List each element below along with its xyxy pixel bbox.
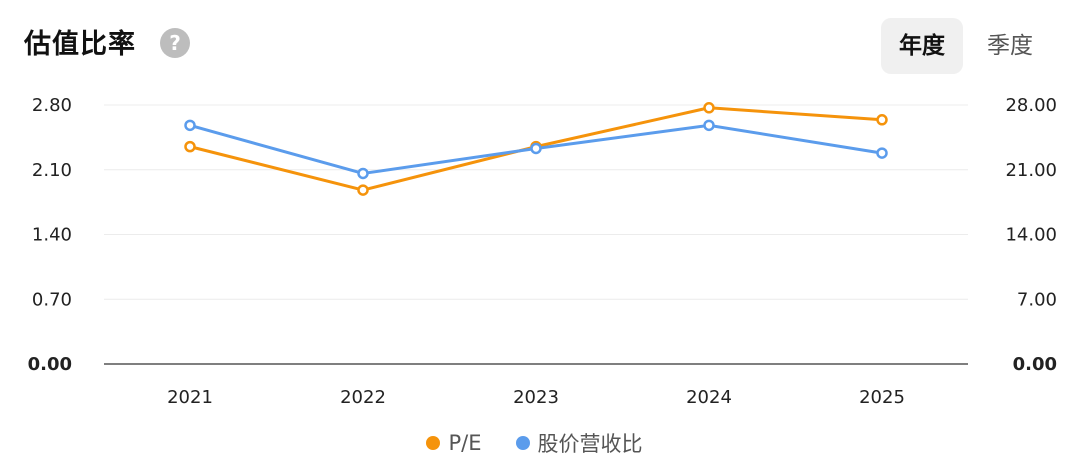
data-point-ps[interactable] xyxy=(876,147,888,159)
y-right-tick-label: 21.00 xyxy=(1005,160,1057,181)
data-point-pe[interactable] xyxy=(184,140,196,153)
y-left-tick-label: 1.40 xyxy=(32,225,72,246)
x-tick-label: 2024 xyxy=(686,387,732,408)
y-right-tick-label: 0.00 xyxy=(1013,354,1057,375)
x-tick-label: 2025 xyxy=(859,387,905,408)
legend-dot-pe xyxy=(426,436,441,450)
y-left-tick-label: 0.70 xyxy=(32,289,72,310)
data-point-ps[interactable] xyxy=(530,142,542,155)
help-question-icon[interactable]: ? xyxy=(160,28,190,58)
legend-label-ps: 股价营收比 xyxy=(537,432,643,456)
chart-title: 估值比率 xyxy=(24,29,136,60)
y-right-tick-label: 7.00 xyxy=(1017,289,1057,310)
data-point-pe[interactable] xyxy=(703,102,715,114)
valuation-line-chart: 0.00 0.70 1.40 2.10 2.80 0.00 7.00 14.00 21.00 2… xyxy=(28,95,1057,408)
y-right-tick-label: 28.00 xyxy=(1005,95,1057,116)
y-left-tick-label: 2.80 xyxy=(32,95,72,116)
chart-legend: P/E 股价营收比 xyxy=(0,428,1069,458)
tab-quarterly[interactable]: 季度 xyxy=(987,33,1033,59)
period-tabs: 年度 季度 xyxy=(881,18,1051,74)
data-point-ps[interactable] xyxy=(357,167,369,180)
data-point-ps[interactable] xyxy=(184,119,196,132)
x-tick-label: 2021 xyxy=(167,387,213,408)
y-left-tick-label: 0.00 xyxy=(28,354,72,375)
x-tick-label: 2022 xyxy=(340,387,386,408)
y-right-tick-label: 14.00 xyxy=(1005,225,1057,246)
y-left-tick-label: 2.10 xyxy=(32,160,72,181)
legend-label-pe: P/E xyxy=(448,431,482,455)
legend-item-pe[interactable]: P/E xyxy=(426,428,482,458)
legend-dot-ps xyxy=(515,436,530,450)
legend-item-ps[interactable]: 股价营收比 xyxy=(515,428,643,458)
data-point-pe[interactable] xyxy=(876,114,888,126)
tab-annual[interactable]: 年度 xyxy=(881,18,963,74)
x-tick-label: 2023 xyxy=(513,387,559,408)
data-point-ps[interactable] xyxy=(703,119,715,132)
data-point-pe[interactable] xyxy=(357,184,369,196)
